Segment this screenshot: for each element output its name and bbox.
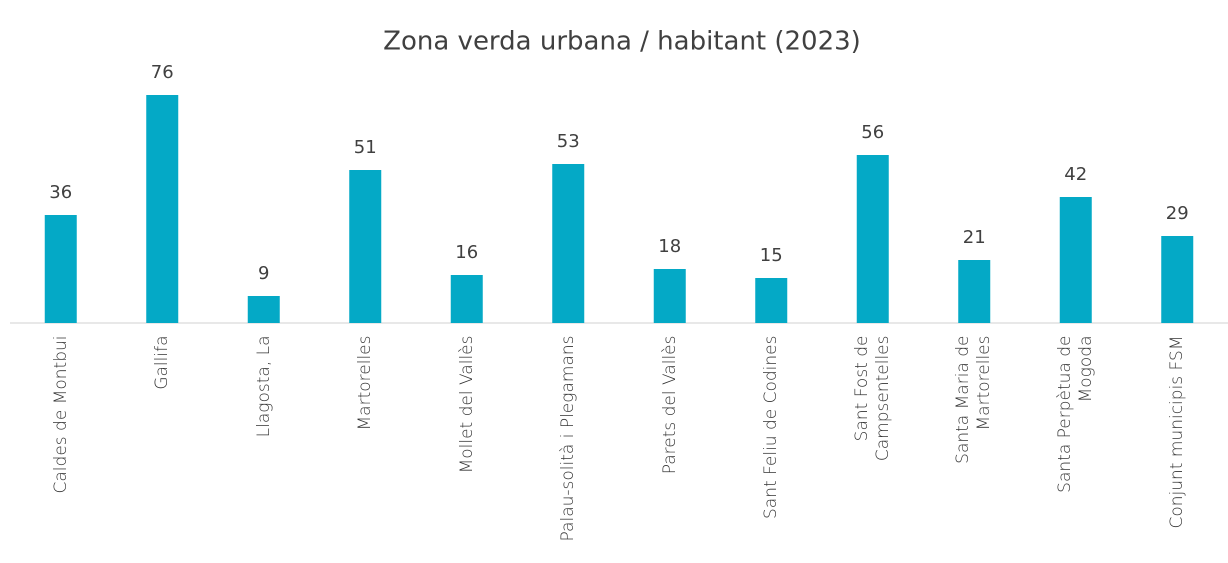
bar (1161, 236, 1194, 323)
bar (44, 215, 77, 323)
bar (755, 278, 788, 323)
bar (856, 155, 889, 323)
bar (349, 170, 382, 323)
data-label: 21 (963, 227, 986, 248)
x-tick-label: Santa Maria de Martorelles (953, 335, 995, 464)
x-tick-label: Mollet del Vallès (456, 335, 477, 473)
x-tick-label: Caldes de Montbui (50, 335, 71, 493)
data-label: 76 (151, 62, 174, 83)
x-tick-label: Martorelles (354, 335, 375, 430)
x-tick-label: Gallifa (151, 335, 172, 390)
bar (1059, 197, 1092, 323)
data-label: 18 (658, 236, 681, 257)
data-label: 9 (258, 263, 269, 284)
bar (450, 275, 483, 323)
data-label: 42 (1064, 164, 1087, 185)
data-label: 53 (557, 131, 580, 152)
data-label: 29 (1166, 203, 1189, 224)
data-label: 36 (49, 182, 72, 203)
x-tick-label: Conjunt municipis FSM (1166, 335, 1187, 529)
x-tick-label: Llagosta, La (253, 335, 274, 437)
x-tick-label: Palau-solità i Plegamans (557, 335, 578, 541)
data-label: 16 (455, 242, 478, 263)
bar (653, 269, 686, 323)
x-tick-label: Sant Feliu de Codines (760, 335, 781, 519)
data-label: 56 (861, 122, 884, 143)
bar (146, 95, 179, 323)
x-tick-label: Parets del Vallès (659, 335, 680, 474)
data-label: 51 (354, 137, 377, 158)
bar (247, 296, 280, 323)
x-tick-label: Santa Perpètua de Mogoda (1054, 335, 1096, 493)
x-tick-label: Sant Fost de Campsentelles (851, 335, 893, 461)
bar (958, 260, 991, 323)
data-label: 15 (760, 245, 783, 266)
chart-title: Zona verda urbana / habitant (2023) (383, 27, 861, 57)
bar (552, 164, 585, 323)
